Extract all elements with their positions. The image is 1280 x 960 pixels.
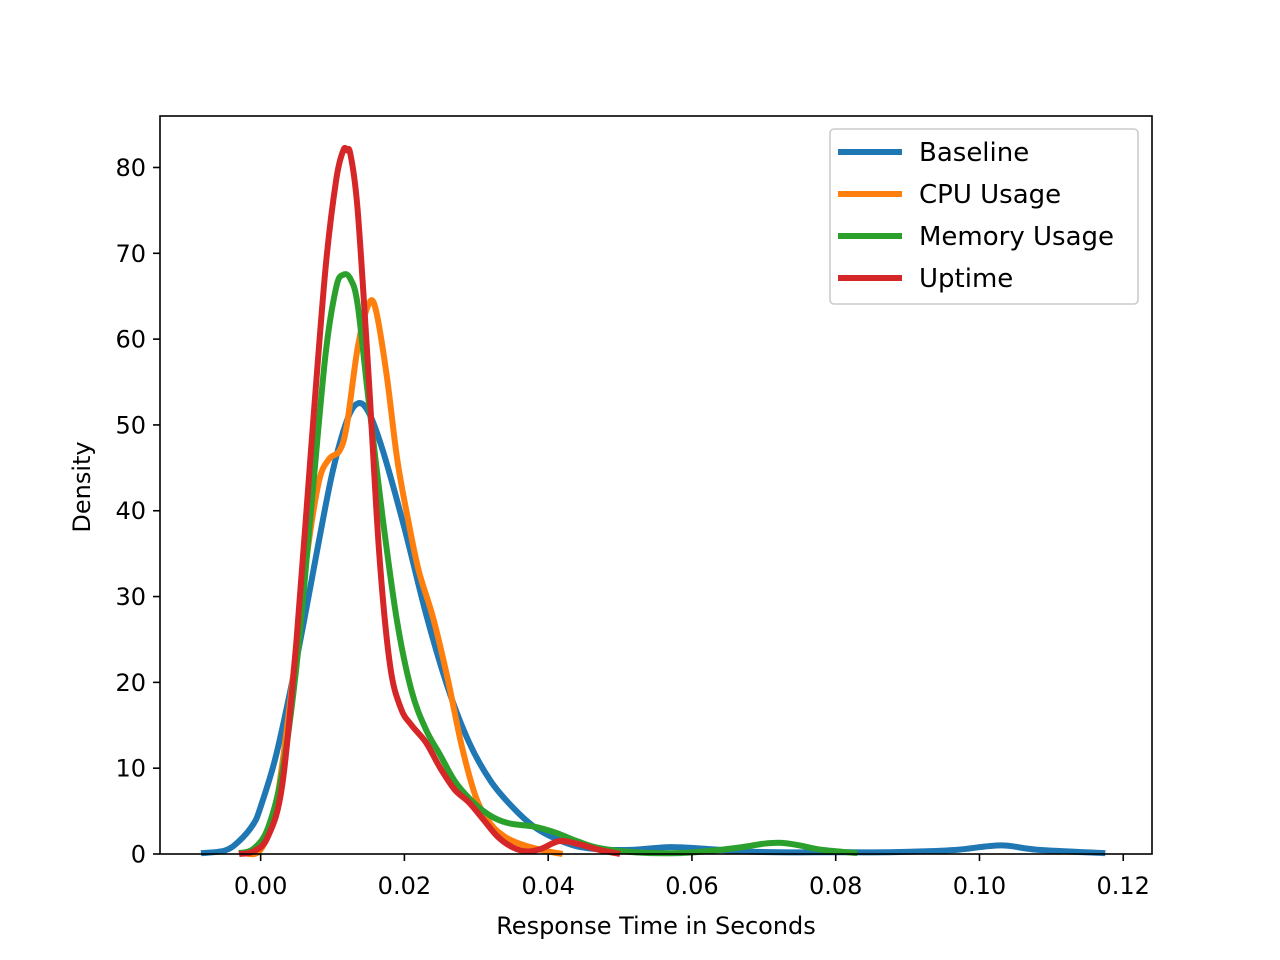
x-tick-label: 0.02 — [378, 872, 431, 900]
x-tick-label: 0.10 — [953, 872, 1006, 900]
legend-label-baseline: Baseline — [919, 138, 1029, 168]
series-line-memory-usage — [238, 271, 858, 857]
legend: Baseline CPU Usage Memory Usage Uptime — [829, 128, 1139, 305]
y-axis-ticks: 0 10 20 30 40 50 60 70 80 — [115, 154, 160, 869]
y-tick-label: 10 — [115, 755, 146, 783]
y-axis-label: Density — [68, 441, 96, 532]
x-tick-label: 0.12 — [1097, 872, 1150, 900]
legend-box — [829, 128, 1139, 305]
y-tick-label: 30 — [115, 583, 146, 611]
x-tick-label: 0.04 — [521, 872, 574, 900]
y-tick-label: 80 — [115, 154, 146, 182]
x-tick-label: 0.08 — [809, 872, 862, 900]
legend-label-cpu-usage: CPU Usage — [919, 180, 1061, 210]
series-line-uptime — [238, 144, 621, 857]
y-tick-label: 70 — [115, 240, 146, 268]
x-axis-ticks: 0.00 0.02 0.04 0.06 0.08 0.10 0.12 — [234, 854, 1150, 900]
y-tick-label: 20 — [115, 669, 146, 697]
legend-label-uptime: Uptime — [919, 264, 1013, 294]
y-tick-label: 40 — [115, 497, 146, 525]
y-tick-label: 0 — [131, 841, 146, 869]
plot-frame — [159, 115, 1153, 855]
y-tick-label: 50 — [115, 411, 146, 439]
x-tick-label: 0.06 — [665, 872, 718, 900]
x-axis-label: Response Time in Seconds — [496, 912, 816, 940]
y-tick-label: 60 — [115, 326, 146, 354]
series-lines — [200, 144, 1106, 858]
legend-label-memory-usage: Memory Usage — [919, 222, 1114, 252]
x-tick-label: 0.00 — [234, 872, 287, 900]
